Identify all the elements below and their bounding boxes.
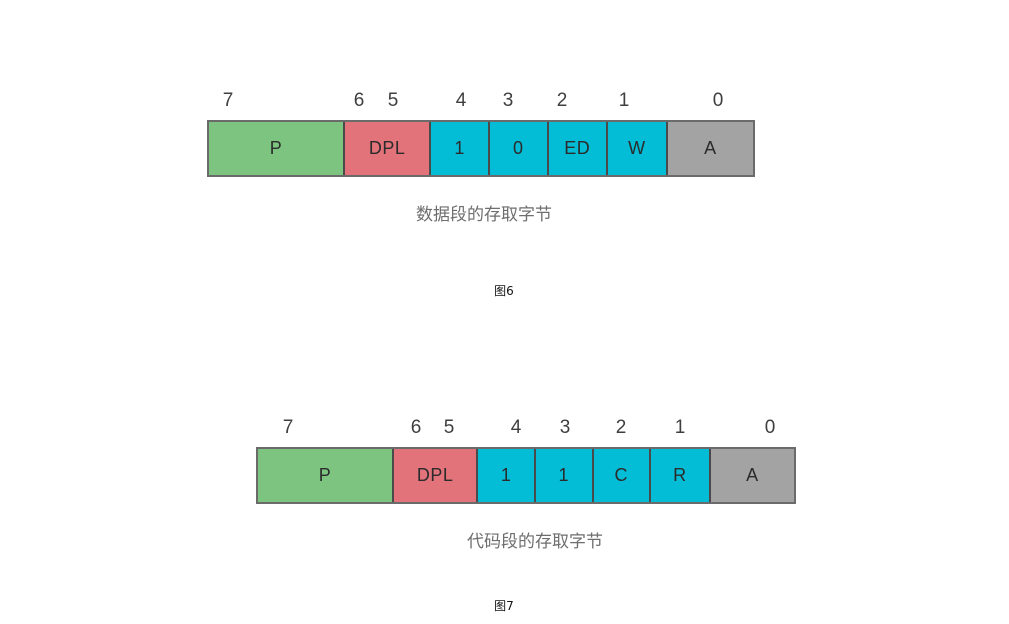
bit-number-label: 3: [559, 417, 571, 438]
byte-field-type-bit: 0: [489, 122, 549, 175]
byte-field-type-bit: 1: [535, 449, 594, 502]
figure-number: 图7: [494, 599, 514, 613]
byte-field-readable: R: [651, 449, 711, 502]
bit-number-label: 0: [712, 90, 724, 111]
byte-field-accessed: A: [710, 449, 795, 502]
bit-number-ruler: 7 6 5 4 3 2 1 0: [0, 86, 1009, 116]
bit-number-label: 1: [618, 90, 630, 111]
bit-number-label: 4: [455, 90, 467, 111]
figure-number: 图6: [494, 284, 514, 298]
access-byte-bar: P DPL 1 1 C R A: [256, 447, 796, 504]
bit-number-label: 1: [674, 417, 686, 438]
byte-field-descriptor-privilege-level: DPL: [345, 122, 432, 175]
bit-number-label: 7: [222, 90, 234, 111]
bit-number-label: 2: [556, 90, 568, 111]
bit-number-label: 5: [387, 90, 399, 111]
bit-number-label: 5: [443, 417, 455, 438]
byte-field-present: P: [258, 449, 394, 502]
byte-field-conforming: C: [593, 449, 652, 502]
bit-number-label: 2: [615, 417, 627, 438]
byte-field-type-bit: 1: [478, 449, 536, 502]
byte-field-expand-direction: ED: [548, 122, 609, 175]
byte-field-descriptor-privilege-level: DPL: [393, 449, 479, 502]
bit-number-label: 4: [510, 417, 522, 438]
bit-number-label: 7: [282, 417, 294, 438]
figure-caption: 数据段的存取字节: [416, 205, 552, 225]
byte-field-accessed: A: [667, 122, 753, 175]
bit-number-label: 6: [410, 417, 422, 438]
access-byte-bar: P DPL 1 0 ED W A: [207, 120, 755, 177]
byte-field-type-bit: 1: [431, 122, 490, 175]
bit-number-label: 3: [502, 90, 514, 111]
bit-number-label: 6: [353, 90, 365, 111]
byte-field-writable: W: [608, 122, 668, 175]
bit-number-label: 0: [764, 417, 776, 438]
figure-caption: 代码段的存取字节: [467, 532, 603, 552]
byte-field-present: P: [209, 122, 345, 175]
